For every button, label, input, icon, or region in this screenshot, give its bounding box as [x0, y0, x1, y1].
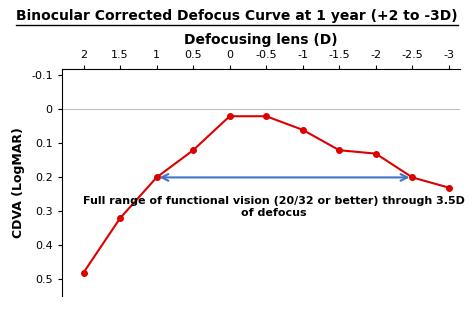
Text: Full range of functional vision (20/32 or better) through 3.5D
of defocus: Full range of functional vision (20/32 o… — [82, 196, 465, 218]
Y-axis label: CDVA (LogMAR): CDVA (LogMAR) — [12, 127, 26, 238]
Text: Binocular Corrected Defocus Curve at 1 year (+2 to -3D): Binocular Corrected Defocus Curve at 1 y… — [16, 9, 458, 23]
X-axis label: Defocusing lens (D): Defocusing lens (D) — [184, 33, 337, 47]
